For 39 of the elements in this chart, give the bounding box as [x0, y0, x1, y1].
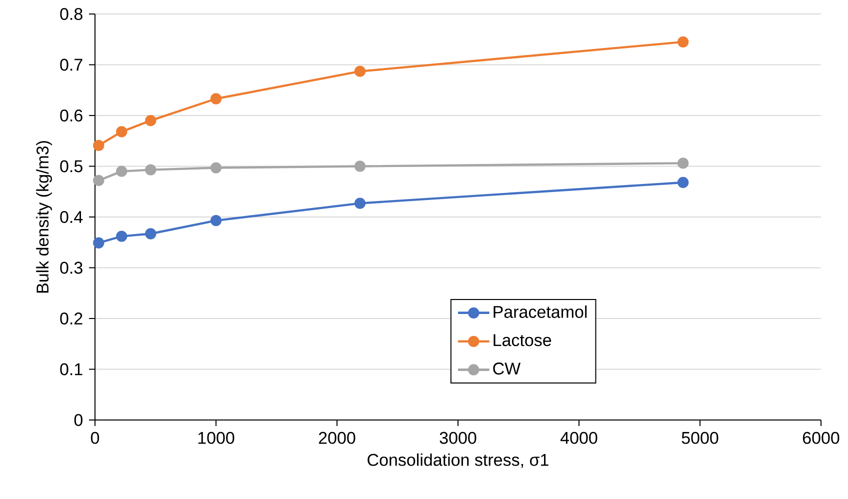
point: [93, 140, 104, 152]
point: [116, 230, 128, 242]
point: [677, 158, 689, 169]
legend-label: Paracetamol: [494, 305, 587, 318]
legend-label: CW: [493, 362, 521, 375]
point: [93, 237, 104, 248]
point: [210, 162, 222, 174]
y-tick-label: 0: [74, 414, 82, 426]
y-tick-label: 0.4: [60, 210, 83, 224]
y-tick-label: 0.3: [60, 262, 82, 274]
point: [210, 93, 222, 104]
point: [145, 228, 156, 240]
point: [116, 126, 128, 138]
point: [677, 176, 689, 188]
point: [354, 66, 366, 77]
point: [93, 174, 104, 186]
point: [354, 160, 366, 172]
x-tick-label: 4000: [560, 432, 598, 444]
x-axis-title: Consolidation stress, σ1: [368, 453, 548, 468]
point: [145, 164, 156, 176]
y-axis-title: Bulk density (kg/m3): [36, 141, 52, 293]
y-tick-label: 0.8: [60, 8, 82, 20]
x-tick-label: 1000: [198, 432, 234, 444]
x-tick-label: 0: [90, 432, 100, 444]
point: [210, 214, 222, 226]
legend-label: Lactose: [494, 334, 552, 346]
point: [677, 36, 689, 48]
y-tick-label: 0.2: [60, 312, 82, 325]
x-tick-label: 3000: [440, 432, 476, 444]
y-tick-label: 0.6: [60, 109, 82, 122]
y-tick-label: 0.5: [60, 160, 82, 172]
y-tick-label: 0.7: [60, 58, 82, 71]
point: [354, 198, 366, 209]
point: [145, 114, 156, 126]
x-tick-label: 6000: [802, 432, 840, 444]
y-tick-label: 0.1: [60, 363, 82, 376]
point: [116, 166, 128, 177]
x-tick-label: 5000: [682, 432, 718, 444]
x-tick-label: 2000: [318, 432, 356, 444]
